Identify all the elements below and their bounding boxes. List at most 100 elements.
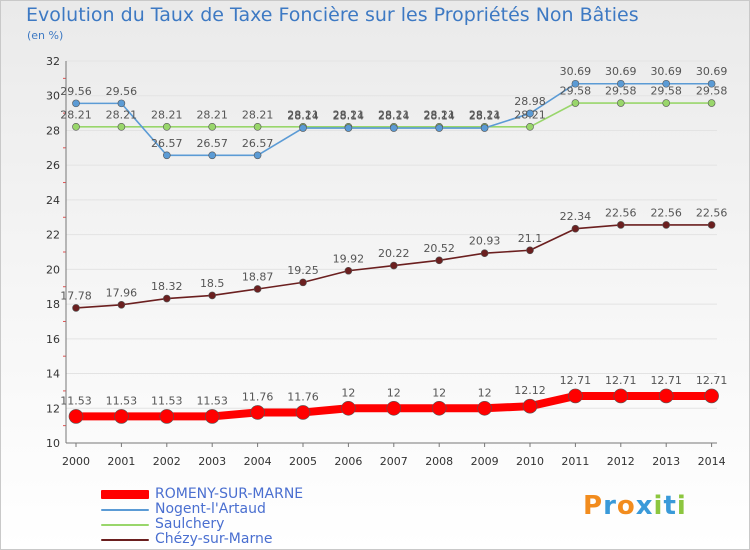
point-saulchery xyxy=(163,123,171,131)
data-label-nogent-l-artaud: 28.98 xyxy=(514,95,546,108)
point-ch-zy-sur-marne xyxy=(344,266,353,275)
point-nogent-l-artaud xyxy=(208,151,216,160)
data-label-saulchery: 28.21 xyxy=(514,108,546,121)
point-nogent-l-artaud xyxy=(117,99,126,108)
point-saulchery xyxy=(117,123,126,131)
point-saulchery xyxy=(253,123,262,131)
data-label-nogent-l-artaud: 28.14 xyxy=(287,110,319,123)
data-label-ch-zy-sur-marne: 18.32 xyxy=(151,280,183,293)
point-nogent-l-artaud xyxy=(299,124,307,132)
data-label-romeny-sur-marne: 12 xyxy=(478,386,492,399)
x-axis-ticks: 2000 2001 2002 2003 2004 2005 2006 2007 2008 2009… xyxy=(62,455,726,468)
y-tick-label: 20 xyxy=(46,263,60,276)
legend-swatch-saulchery xyxy=(101,524,149,526)
point-ch-zy-sur-marne xyxy=(299,278,307,287)
axes xyxy=(63,61,717,447)
x-tick-label: 2005 xyxy=(289,455,317,468)
point-romeny-sur-marne xyxy=(159,409,175,424)
point-ch-zy-sur-marne xyxy=(707,221,716,229)
data-label-romeny-sur-marne: 12.71 xyxy=(650,374,682,387)
point-ch-zy-sur-marne xyxy=(72,304,80,312)
data-label-saulchery: 29.58 xyxy=(605,85,637,98)
data-label-romeny-sur-marne: 12 xyxy=(341,386,355,399)
data-label-romeny-sur-marne: 11.53 xyxy=(60,394,92,407)
legend-swatch-chezy xyxy=(101,539,149,541)
point-romeny-sur-marne xyxy=(613,388,629,404)
x-tick-label: 2001 xyxy=(107,455,135,468)
point-nogent-l-artaud xyxy=(72,99,80,108)
point-ch-zy-sur-marne xyxy=(208,291,216,300)
point-romeny-sur-marne xyxy=(522,398,538,414)
point-ch-zy-sur-marne xyxy=(389,261,398,270)
x-tick-label: 2000 xyxy=(62,455,90,468)
data-label-nogent-l-artaud: 26.57 xyxy=(196,137,228,150)
point-nogent-l-artaud xyxy=(163,151,171,160)
data-label-saulchery: 28.21 xyxy=(469,108,501,121)
data-label-saulchery: 28.21 xyxy=(196,108,228,121)
y-axis-ticks: 10 12 14 16 18 20 22 24 26 28 30 32 xyxy=(46,55,60,450)
x-tick-label: 2008 xyxy=(425,455,453,468)
data-label-nogent-l-artaud: 26.57 xyxy=(242,137,274,150)
point-saulchery xyxy=(662,99,671,107)
x-tick-label: 2013 xyxy=(652,455,680,468)
legend-label-nogent: Nogent-l'Artaud xyxy=(155,501,266,517)
data-label-nogent-l-artaud: 30.69 xyxy=(605,65,637,78)
data-label-nogent-l-artaud: 28.14 xyxy=(378,110,410,123)
point-romeny-sur-marne xyxy=(568,388,583,404)
point-saulchery xyxy=(208,123,216,131)
legend-label-saulchery: Saulchery xyxy=(155,516,225,532)
x-tick-label: 2009 xyxy=(471,455,499,468)
y-tick-label: 18 xyxy=(46,298,60,311)
data-label-romeny-sur-marne: 12.71 xyxy=(696,374,728,387)
point-saulchery xyxy=(571,99,580,107)
point-ch-zy-sur-marne xyxy=(253,285,262,293)
legend-label-chezy: Chézy-sur-Marne xyxy=(155,531,273,547)
data-label-ch-zy-sur-marne: 17.96 xyxy=(106,286,138,299)
data-label-nogent-l-artaud: 28.14 xyxy=(423,110,455,123)
point-nogent-l-artaud xyxy=(571,79,580,88)
data-label-saulchery: 28.21 xyxy=(151,108,183,121)
point-nogent-l-artaud xyxy=(344,124,353,132)
x-tick-label: 2012 xyxy=(607,455,635,468)
data-label-romeny-sur-marne: 11.76 xyxy=(287,390,319,403)
y-tick-label: 12 xyxy=(46,402,60,415)
proxiti-logo: Proxiti xyxy=(583,491,687,521)
data-label-romeny-sur-marne: 12.12 xyxy=(514,384,546,397)
data-label-ch-zy-sur-marne: 19.92 xyxy=(333,252,365,265)
data-label-ch-zy-sur-marne: 22.56 xyxy=(605,206,637,219)
x-tick-label: 2004 xyxy=(244,455,272,468)
data-label-nogent-l-artaud: 29.56 xyxy=(106,85,138,98)
x-tick-label: 2014 xyxy=(698,455,726,468)
point-ch-zy-sur-marne xyxy=(117,300,126,309)
data-label-saulchery: 28.21 xyxy=(423,108,455,121)
point-ch-zy-sur-marne xyxy=(480,249,489,258)
data-label-ch-zy-sur-marne: 22.56 xyxy=(650,206,682,219)
y-tick-label: 30 xyxy=(46,90,60,103)
y-axis-unit: (en %) xyxy=(27,29,64,42)
point-romeny-sur-marne xyxy=(204,409,220,424)
legend-swatch-nogent xyxy=(101,509,149,511)
data-label-romeny-sur-marne: 12 xyxy=(432,386,446,399)
point-romeny-sur-marne xyxy=(341,400,356,416)
y-tick-label: 32 xyxy=(46,55,60,68)
point-romeny-sur-marne xyxy=(295,405,311,420)
point-romeny-sur-marne xyxy=(250,405,265,420)
data-label-saulchery: 28.21 xyxy=(333,108,365,121)
point-ch-zy-sur-marne xyxy=(662,221,671,229)
data-label-saulchery: 28.21 xyxy=(378,108,410,121)
data-label-nogent-l-artaud: 30.69 xyxy=(650,65,682,78)
data-label-romeny-sur-marne: 11.53 xyxy=(106,394,138,407)
y-tick-label: 26 xyxy=(46,159,60,172)
x-tick-label: 2011 xyxy=(561,455,589,468)
y-tick-label: 24 xyxy=(46,194,60,207)
data-label-saulchery: 28.21 xyxy=(60,108,92,121)
data-label-ch-zy-sur-marne: 22.34 xyxy=(560,210,592,223)
data-label-nogent-l-artaud: 26.57 xyxy=(151,137,183,150)
legend-swatch-romeny xyxy=(101,490,149,499)
point-nogent-l-artaud xyxy=(480,124,489,132)
point-romeny-sur-marne xyxy=(477,400,492,416)
point-romeny-sur-marne xyxy=(114,409,129,424)
series-group xyxy=(68,79,719,424)
data-label-nogent-l-artaud: 30.69 xyxy=(560,65,592,78)
data-label-ch-zy-sur-marne: 18.87 xyxy=(242,270,274,283)
